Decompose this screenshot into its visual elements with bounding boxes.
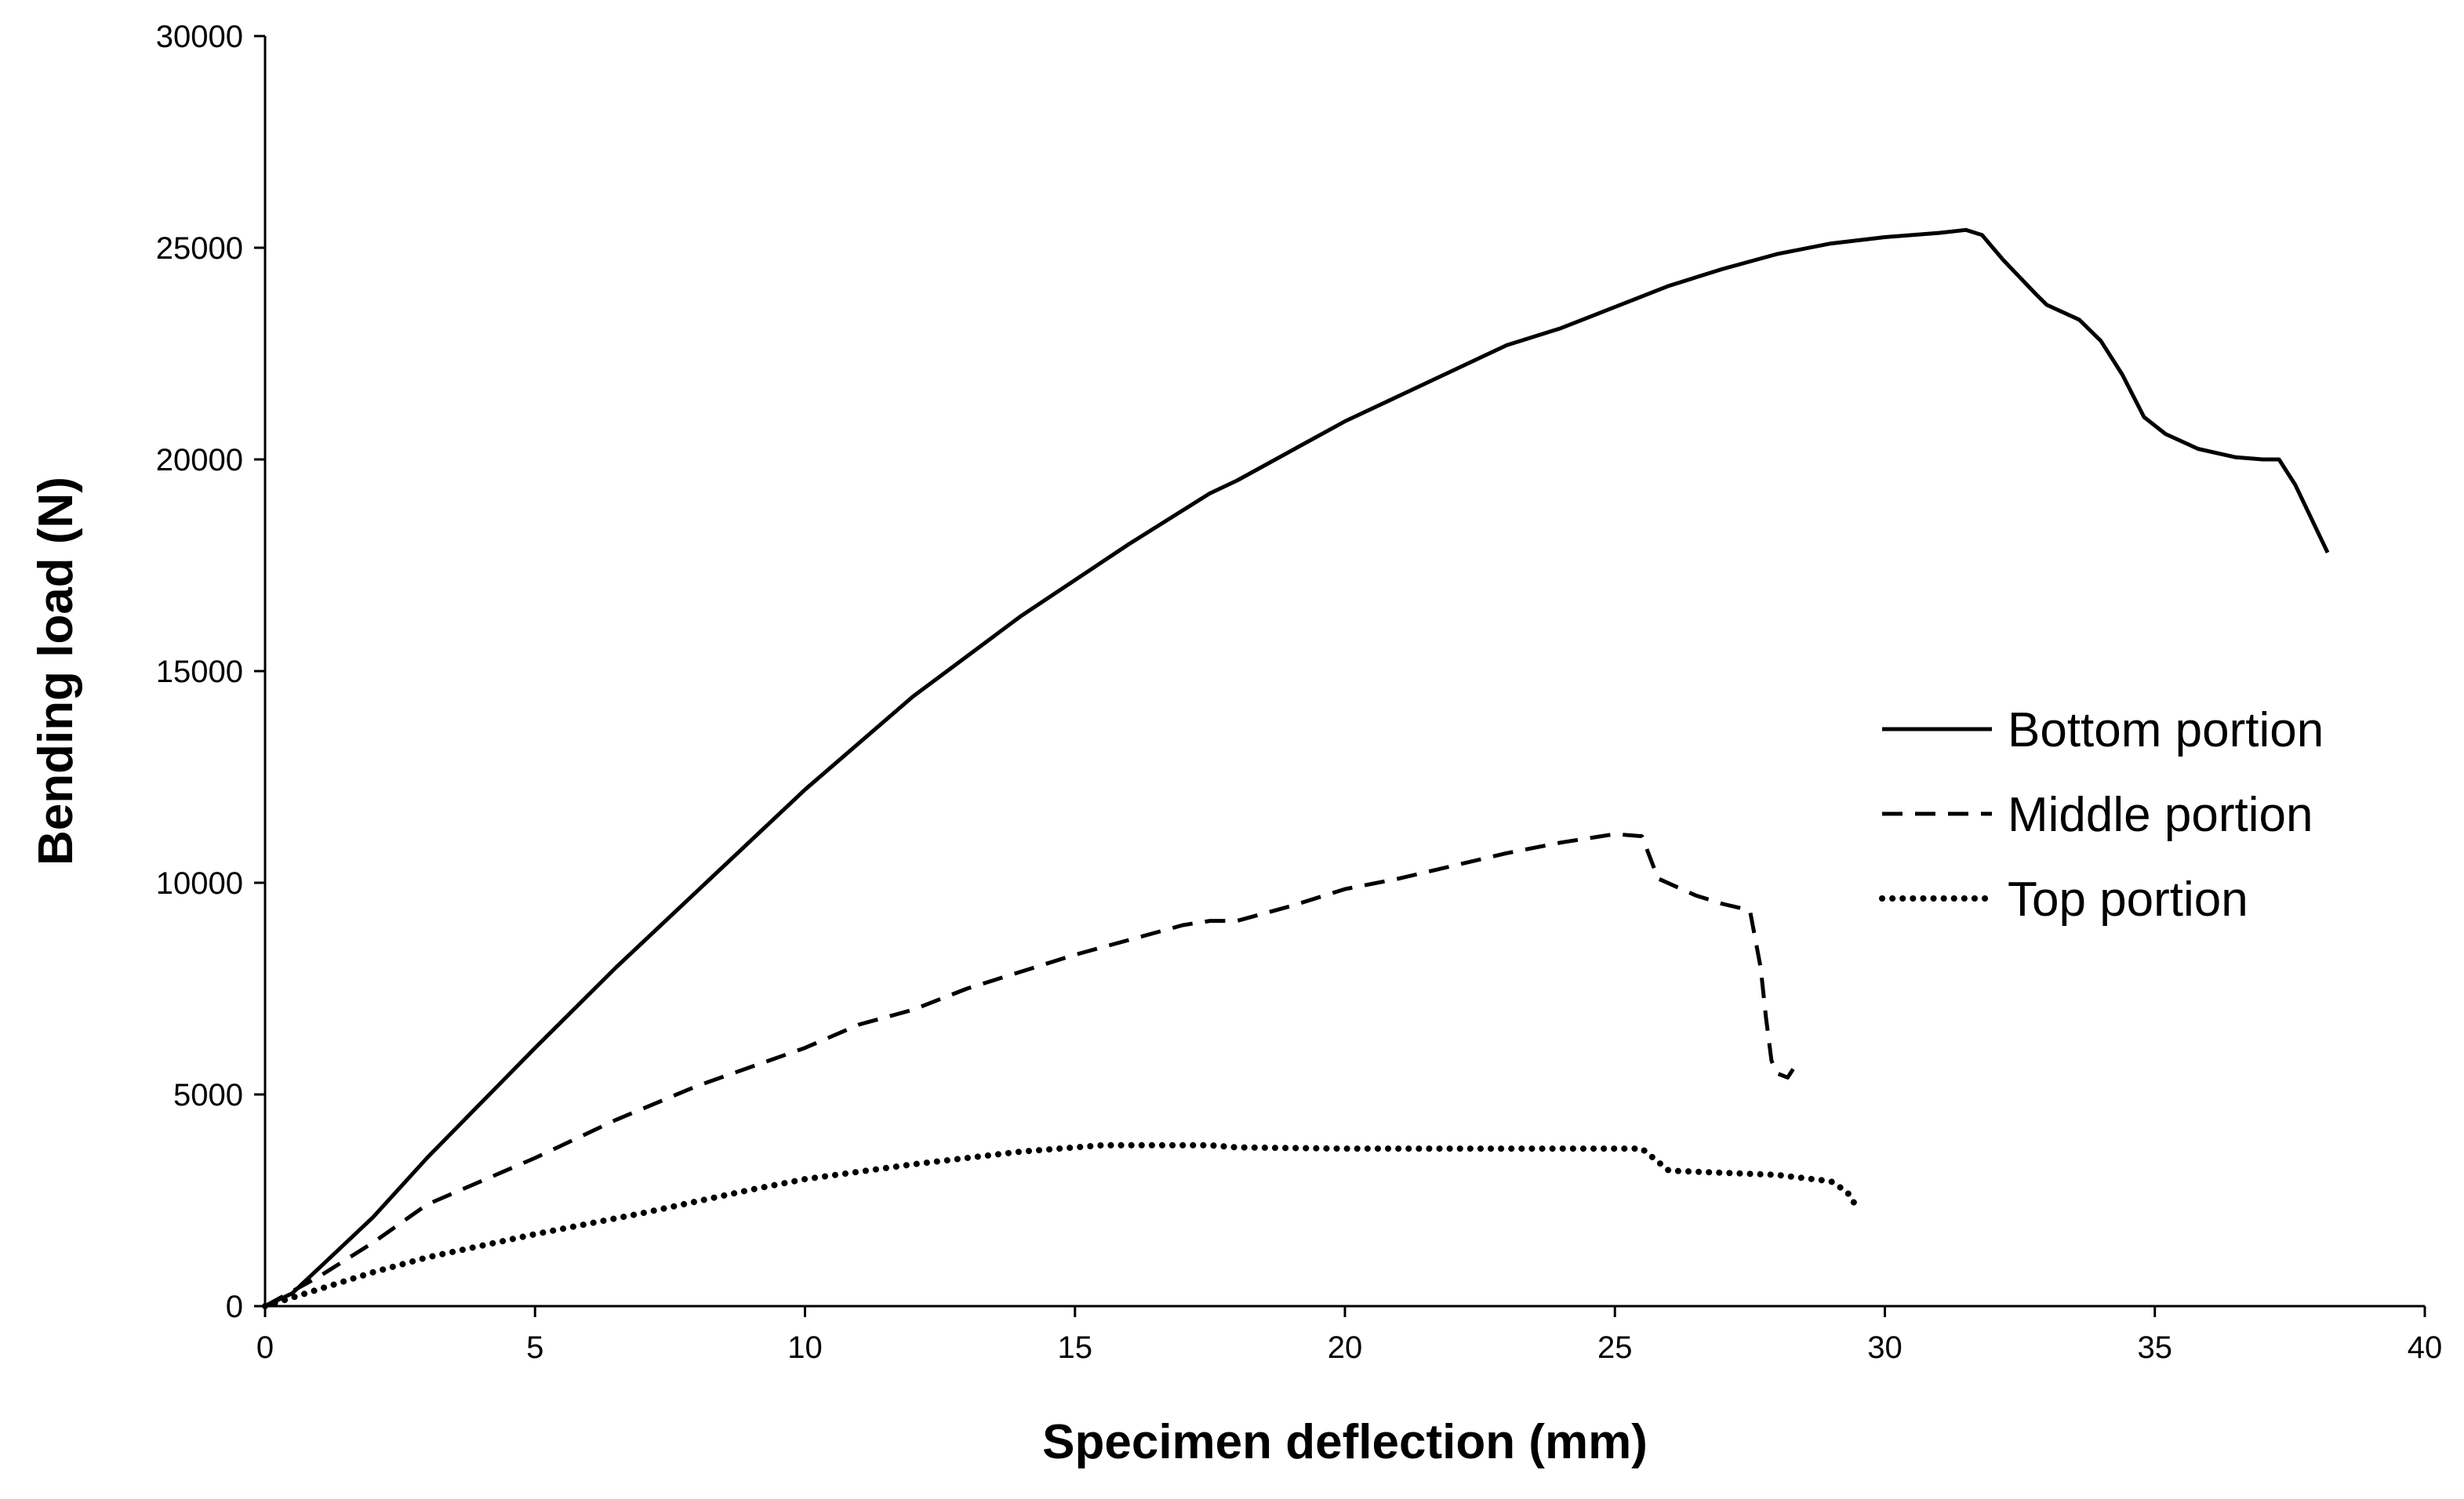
x-tick-label: 25 <box>1597 1330 1633 1365</box>
series-line-top-portion <box>262 1141 1862 1309</box>
y-tick-label: 25000 <box>156 231 243 266</box>
legend-label-bottom-portion: Bottom portion <box>2008 703 2324 757</box>
x-tick-label: 30 <box>1867 1330 1903 1365</box>
axes-layer: 0 5 10 15 20 25 30 35 40 0 5000 10000 15000 20000 2500… <box>156 20 2442 1365</box>
x-tick-label: 0 <box>256 1330 274 1365</box>
series-line-middle-portion <box>263 832 1795 1308</box>
x-axis-title: Specimen deflection (mm) <box>1042 1415 1648 1469</box>
legend: Bottom portion Middle portion Top portion <box>1879 703 2324 927</box>
x-tick-label: 20 <box>1328 1330 1363 1365</box>
y-axis-title: Bending load (N) <box>29 477 83 866</box>
y-tick-label: 30000 <box>156 20 243 54</box>
x-tick-label: 35 <box>2138 1330 2173 1365</box>
legend-label-middle-portion: Middle portion <box>2008 788 2313 842</box>
legend-label-top-portion: Top portion <box>2008 873 2248 927</box>
y-tick-label: 20000 <box>156 443 243 477</box>
x-tick-label: 10 <box>787 1330 823 1365</box>
y-tick-label: 15000 <box>156 655 243 689</box>
x-tick-label: 15 <box>1058 1330 1093 1365</box>
series-line-bottom-portion <box>263 227 2330 1308</box>
y-tick-label: 0 <box>226 1290 243 1324</box>
y-tick-label: 10000 <box>156 866 243 901</box>
series-layer <box>262 227 2330 1309</box>
x-tick-label: 40 <box>2408 1330 2443 1365</box>
x-tick-label: 5 <box>526 1330 543 1365</box>
y-tick-label: 5000 <box>173 1078 243 1112</box>
